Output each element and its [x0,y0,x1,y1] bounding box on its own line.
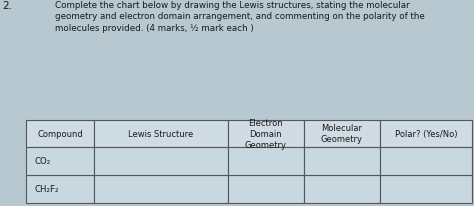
Text: Electron
Domain
Geometry: Electron Domain Geometry [245,118,287,149]
Bar [228,175,304,203]
Bar [94,175,228,203]
Text: Molecular
Geometry: Molecular Geometry [321,124,363,144]
Bar [304,121,380,147]
Text: CO₂: CO₂ [35,156,51,165]
Bar [304,147,380,175]
Bar [94,147,228,175]
Text: Compound: Compound [37,129,83,138]
Bar [26,121,94,147]
Bar [94,121,228,147]
Bar [228,147,304,175]
Text: Lewis Structure: Lewis Structure [128,129,194,138]
Bar [380,121,472,147]
Text: CH₂F₂: CH₂F₂ [35,184,59,193]
Text: 2.: 2. [2,1,12,11]
Bar [304,175,380,203]
Text: Complete the chart below by drawing the Lewis structures, stating the molecular
: Complete the chart below by drawing the … [55,1,424,33]
Bar [380,175,472,203]
Bar [26,147,94,175]
Bar [380,147,472,175]
Bar [26,175,94,203]
Bar [228,121,304,147]
Text: Polar? (Yes/No): Polar? (Yes/No) [394,129,457,138]
